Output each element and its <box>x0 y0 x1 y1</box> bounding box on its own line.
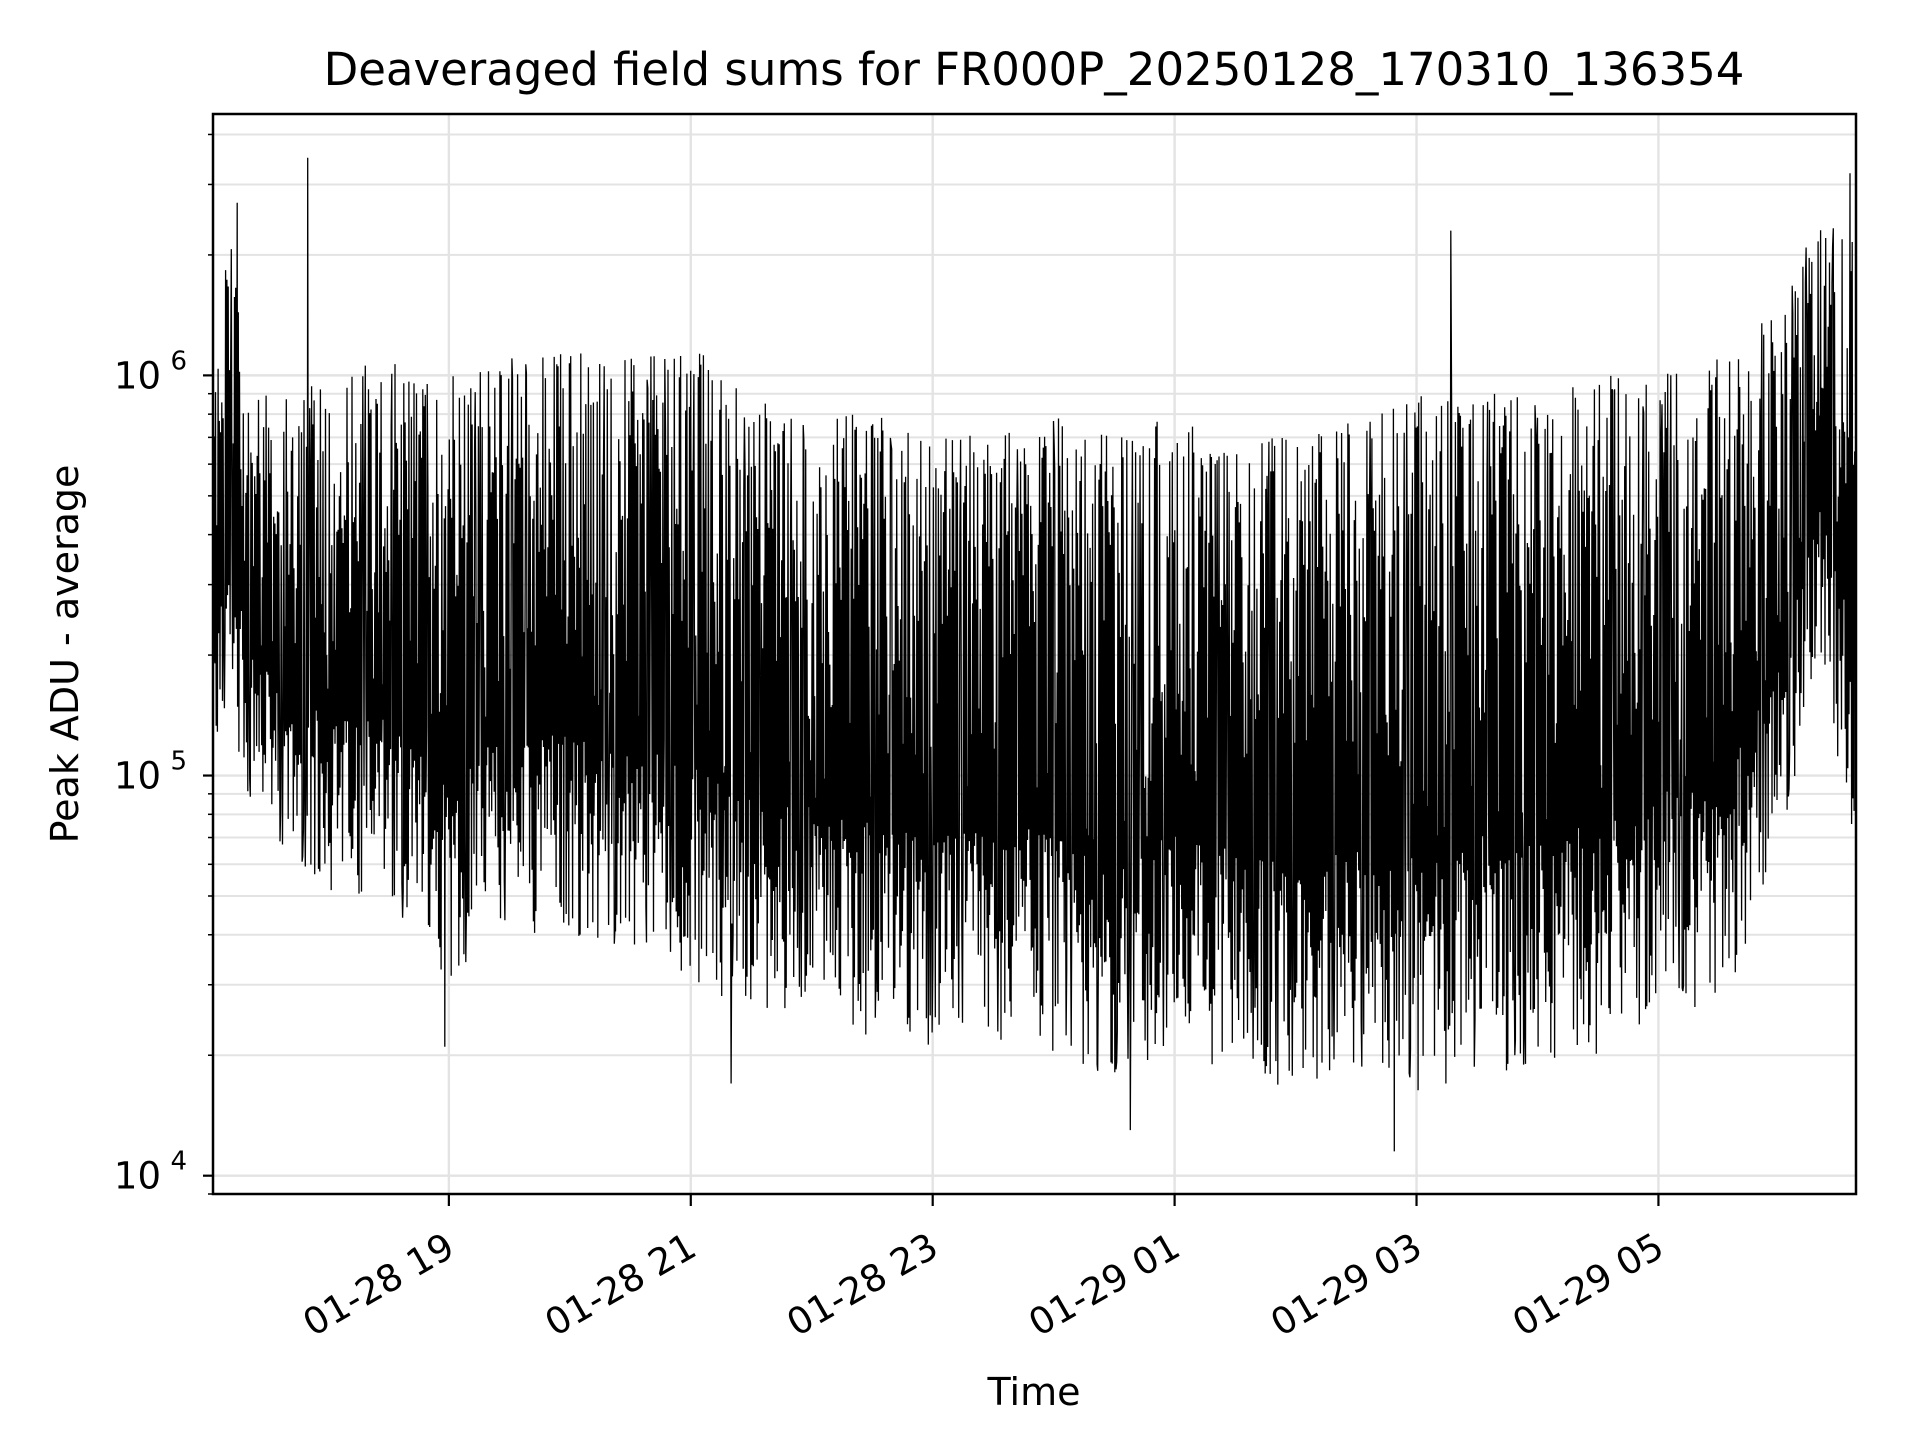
plot-frame <box>211 112 1858 1196</box>
plot-area <box>211 112 1858 1196</box>
y-tick-label: 10 <box>114 354 161 397</box>
y-tick-label: 10 <box>114 755 161 798</box>
y-tick-label-exponent: 6 <box>170 346 187 376</box>
y-tick-label-exponent: 5 <box>170 747 187 777</box>
series-group <box>212 157 1857 1152</box>
chart-title: Deaveraged field sums for FR000P_2025012… <box>324 43 1745 96</box>
y-tick-label-exponent: 4 <box>170 1147 187 1177</box>
x-axis-label: Time <box>987 1370 1081 1414</box>
series-line <box>212 157 1857 1152</box>
y-axis-label: Peak ADU - average <box>43 465 87 844</box>
y-axis: 10 4 10 5 10 6 <box>114 133 213 1198</box>
y-tick-label: 10 <box>114 1155 161 1198</box>
